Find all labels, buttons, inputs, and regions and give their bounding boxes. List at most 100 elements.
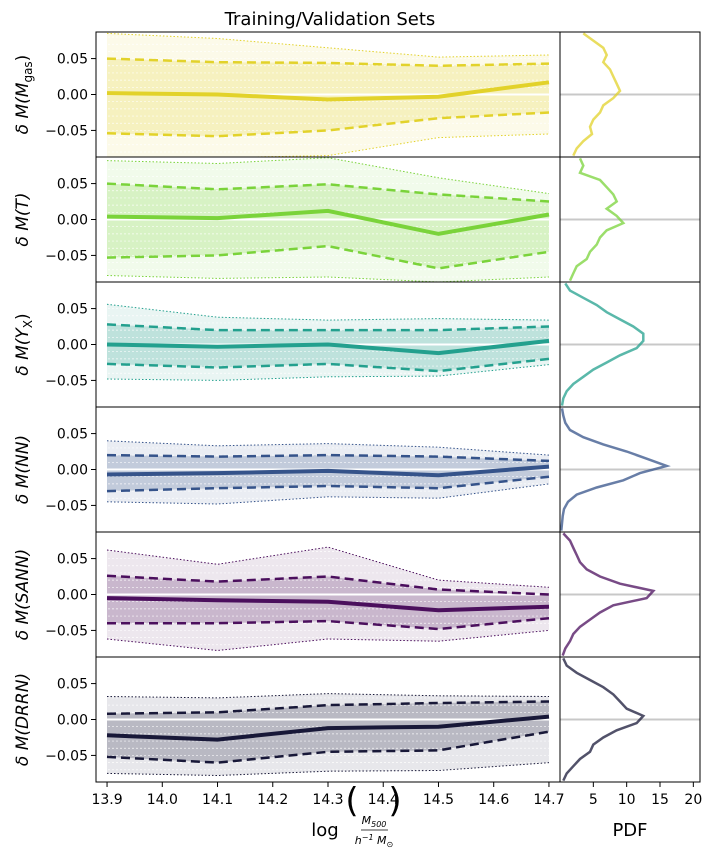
pdf-frame-6: [559, 656, 701, 783]
y-tick-label: 0.00: [57, 88, 88, 104]
y-axis-label-4: δ M(NN): [13, 435, 33, 504]
pdf-x-tick-label: 20: [684, 792, 702, 808]
line-q16-5: [107, 616, 550, 631]
line-q16-6: [106, 730, 550, 764]
band-inner-6: [107, 701, 549, 763]
band-outer-6: [107, 693, 549, 776]
x-tick-label: 13.9: [91, 792, 122, 808]
line-q84-3: [106, 323, 550, 332]
y-axis-label-text: δ M(T): [13, 192, 33, 246]
line-median-4: [106, 464, 550, 478]
x-axis-label-fraction: ( ) M500 h−1 M⊙: [345, 781, 401, 849]
pdf-curve-4: [560, 408, 671, 531]
panel-1: 0.05 0.00 −0.05 δ M(Mgas): [13, 31, 701, 158]
x-axis-paren-left: (: [345, 781, 358, 821]
pdf-curve-2: [568, 157, 626, 282]
y-tick-label: 0.05: [57, 677, 88, 693]
y-tick-label: 0.00: [57, 588, 88, 604]
y-tick-label: 0.05: [57, 302, 88, 318]
x-axis-label: log: [311, 820, 338, 841]
line-q2-6: [106, 762, 550, 777]
pdf-curve-6: [562, 657, 646, 782]
pdf-curve-5: [561, 532, 656, 657]
band-inner-1: [107, 58, 549, 137]
line-q16-1: [106, 111, 550, 138]
y-tick-label: −0.05: [45, 373, 88, 389]
line-q98-1: [106, 32, 550, 58]
x-axis-paren-right: ): [388, 781, 401, 821]
line-q2-5: [106, 629, 550, 652]
y-axis-label-2: δ M(T): [13, 192, 33, 246]
line-q16-4: [106, 475, 550, 493]
x-axis-label-log: log: [311, 820, 338, 841]
pdf-curve-3: [560, 282, 645, 406]
line-q98-2: [106, 157, 550, 195]
line-q84-2: [106, 182, 550, 203]
pdf-x-tick-label: 5: [589, 792, 598, 808]
line-q2-4: [106, 483, 550, 505]
panel-4: 0.05 0.00 −0.05 δ M(NN): [13, 406, 701, 533]
y-axis-label-text: δ M(Y: [13, 327, 33, 376]
y-tick-label: 0.00: [57, 713, 88, 729]
y-axis-label-close: ): [13, 313, 33, 320]
y-tick-label: 0.05: [57, 427, 88, 443]
y-tick-label: −0.05: [45, 123, 88, 139]
panel-6: 0.05 0.00 −0.05 δ M(DRRN): [13, 656, 701, 783]
x-tick-label: 14.5: [423, 792, 454, 808]
line-q2-1: [228, 133, 550, 157]
y-axis-label-close: ): [13, 55, 33, 62]
line-q84-1: [106, 57, 550, 68]
pdf-curve-1: [572, 32, 622, 157]
band-outer-3: [107, 304, 549, 381]
y-axis-label-1: δ M(Mgas): [13, 55, 35, 135]
y-axis-label-text: δ M(NN): [13, 435, 33, 504]
line-q16-3: [106, 357, 550, 373]
x-tick-label: 14.7: [533, 792, 564, 808]
line-median-3: [106, 338, 550, 356]
y-axis-label-text: δ M(DRRN): [13, 673, 33, 766]
chart-title: Training/Validation Sets: [224, 9, 436, 30]
line-q84-5: [106, 574, 550, 596]
panel-2: 0.05 0.00 −0.05 δ M(T): [13, 156, 701, 283]
x-tick-label: 14.6: [478, 792, 509, 808]
x-tick-label: 14.3: [312, 792, 343, 808]
x-tick-label: 14.0: [147, 792, 178, 808]
x-axis-label-denominator: h−1 M⊙: [355, 833, 393, 849]
line-q84-6: [106, 700, 550, 716]
y-axis-label-6: δ M(DRRN): [13, 673, 33, 766]
line-median-5: [106, 596, 550, 613]
y-axis-label-3: δ M(YX): [13, 313, 35, 375]
line-median-6: [106, 714, 550, 742]
y-tick-label: −0.05: [45, 623, 88, 639]
line-q98-6: [106, 693, 550, 699]
y-tick-label: −0.05: [45, 248, 88, 264]
panel-5: 0.05 0.00 −0.05 δ M(SANN): [13, 531, 701, 658]
y-axis-label-text: δ M(M: [13, 82, 33, 134]
y-tick-label: 0.05: [57, 552, 88, 568]
x-tick-label: 14.1: [202, 792, 233, 808]
line-q2-3: [106, 364, 550, 381]
y-tick-label: 0.00: [57, 213, 88, 229]
y-tick-label: −0.05: [45, 748, 88, 764]
pdf-x-tick-label: 15: [651, 792, 669, 808]
y-tick-label: 0.05: [57, 52, 88, 68]
pdf-x-tick-label: 10: [618, 792, 636, 808]
band-inner-4: [107, 455, 549, 492]
y-axis-label-sub: gas: [21, 61, 35, 82]
line-q98-4: [106, 440, 550, 456]
x-axis-label-numerator: M500: [362, 814, 387, 829]
line-q98-5: [106, 546, 550, 588]
y-axis-label-5: δ M(SANN): [13, 549, 33, 641]
y-tick-label: 0.05: [57, 177, 88, 193]
y-tick-label: 0.00: [57, 338, 88, 354]
y-axis-label-text: δ M(SANN): [13, 549, 33, 641]
panels: 0.05 0.00 −0.05 δ M(Mgas) 0.05 0.00 −0.05 δ M(T…: [13, 31, 702, 808]
line-q2-2: [106, 275, 550, 282]
line-median-1: [106, 80, 550, 102]
y-axis-label-sub: X: [21, 320, 35, 328]
x-tick-label: 14.2: [257, 792, 288, 808]
line-q98-3: [106, 303, 550, 321]
line-q84-4: [106, 453, 550, 463]
